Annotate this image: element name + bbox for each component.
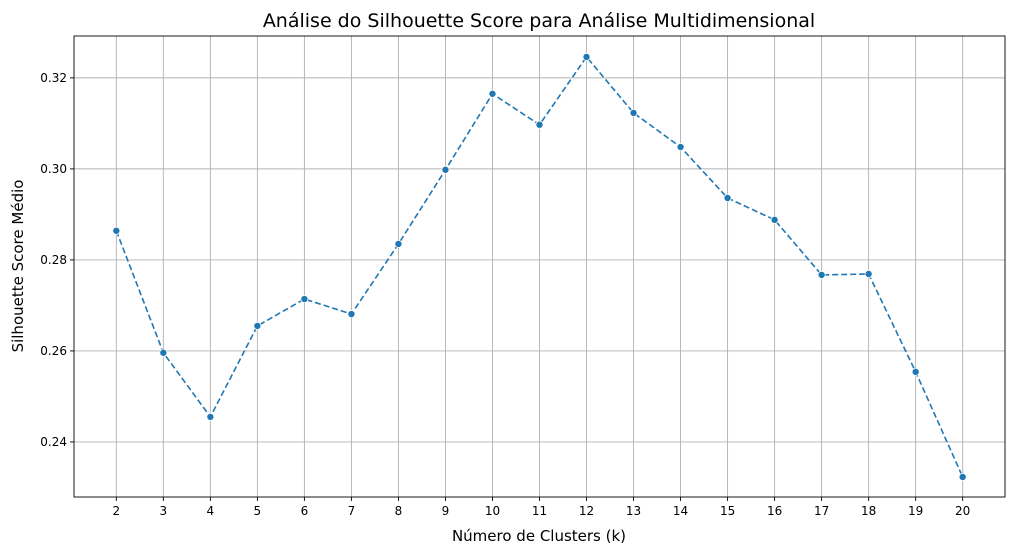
chart-title: Análise do Silhouette Score para Análise… [263,10,815,32]
data-point [112,226,121,235]
x-tick-label: 12 [579,504,594,518]
x-tick-label: 20 [955,504,970,518]
data-point [958,472,967,481]
x-tick-label: 7 [348,504,356,518]
data-point [864,270,873,279]
x-tick-label: 16 [767,504,782,518]
y-axis-label: Silhouette Score Médio [9,180,27,353]
x-tick-label: 11 [532,504,547,518]
x-tick-label: 17 [814,504,829,518]
grid [74,36,1005,497]
data-point [159,348,168,357]
x-tick-label: 15 [720,504,735,518]
x-tick-label: 18 [861,504,876,518]
y-tick-label: 0.32 [40,71,67,85]
data-point [723,194,732,203]
x-tick-label: 9 [442,504,450,518]
y-tick-label: 0.28 [40,253,67,267]
data-point [770,215,779,224]
y-tick-label: 0.24 [40,435,67,449]
data-point [441,165,450,174]
data-point [582,52,591,61]
data-point [535,120,544,129]
data-point [300,295,309,304]
x-axis-label: Número de Clusters (k) [452,527,626,545]
y-tick-label: 0.26 [40,344,67,358]
data-point [347,310,356,319]
x-tick-label: 10 [485,504,500,518]
data-point [676,143,685,152]
data-point [817,270,826,279]
y-tick-label: 0.30 [40,162,67,176]
data-point [206,412,215,421]
x-tick-label: 14 [673,504,688,518]
x-tick-label: 5 [254,504,262,518]
series-line [112,52,967,481]
data-point [253,321,262,330]
x-axis: 2 3 4 5 6 7 8 9 10 11 12 13 14 15 16 17 18 19 20 [112,497,970,518]
x-tick-label: 6 [301,504,309,518]
x-tick-label: 8 [395,504,403,518]
x-tick-label: 19 [908,504,923,518]
x-tick-label: 13 [626,504,641,518]
x-tick-label: 3 [160,504,168,518]
y-axis: 0.24 0.26 0.28 0.30 0.32 [40,71,74,449]
data-point [488,89,497,98]
x-tick-label: 2 [112,504,120,518]
data-point [629,108,638,117]
x-tick-label: 4 [207,504,215,518]
data-point [394,239,403,248]
data-point [911,367,920,376]
